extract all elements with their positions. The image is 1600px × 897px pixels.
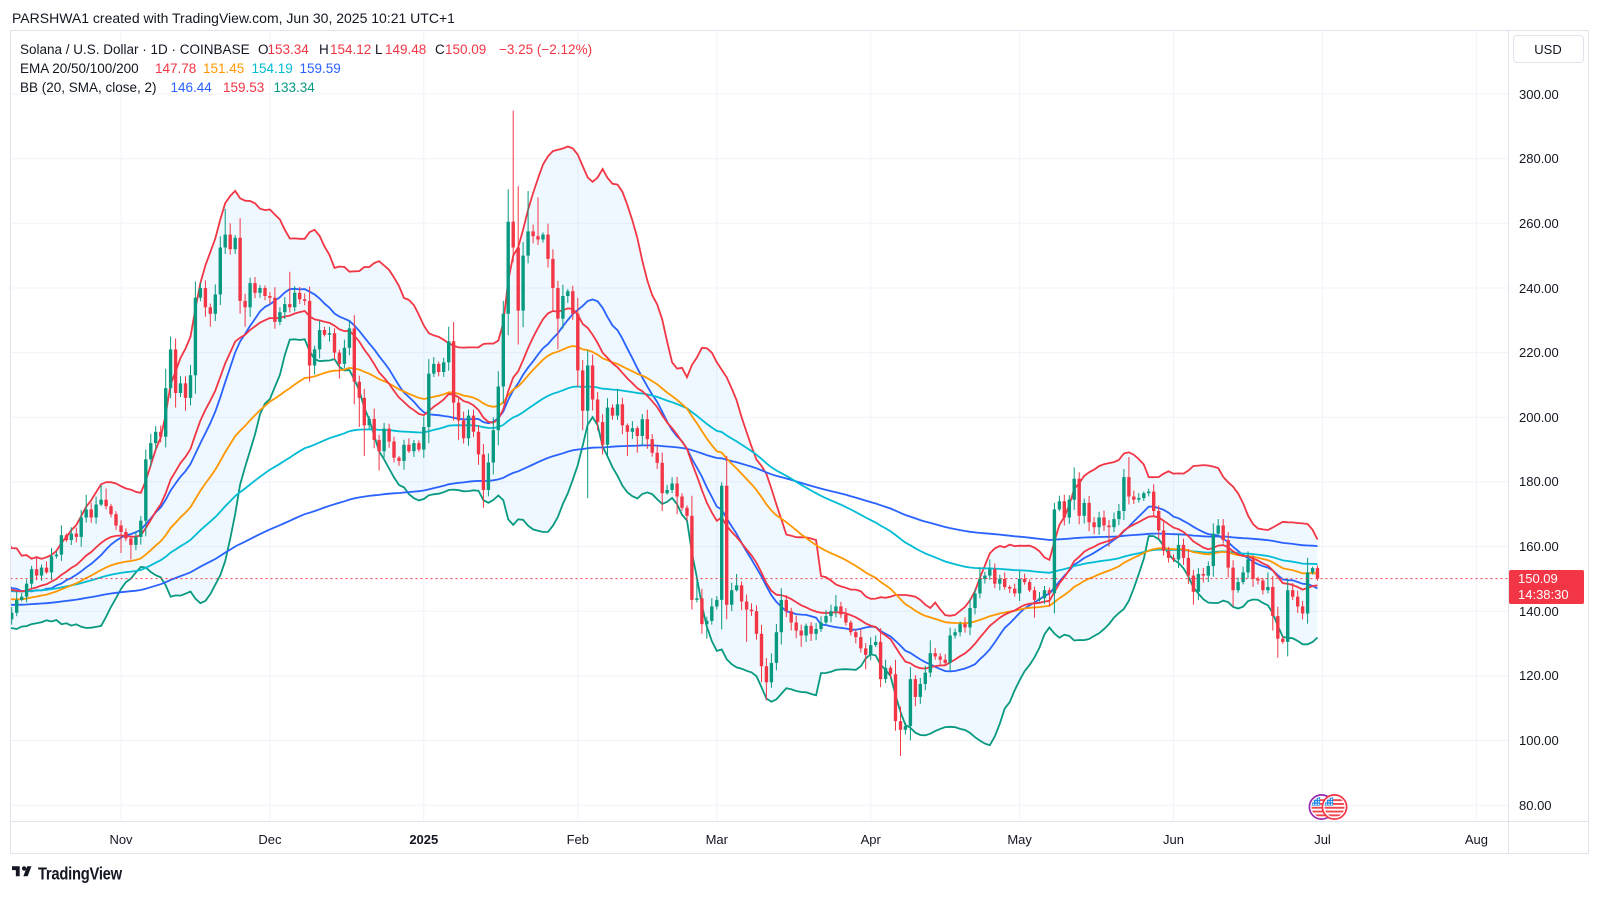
svg-text:TradingView: TradingView [38, 864, 122, 884]
